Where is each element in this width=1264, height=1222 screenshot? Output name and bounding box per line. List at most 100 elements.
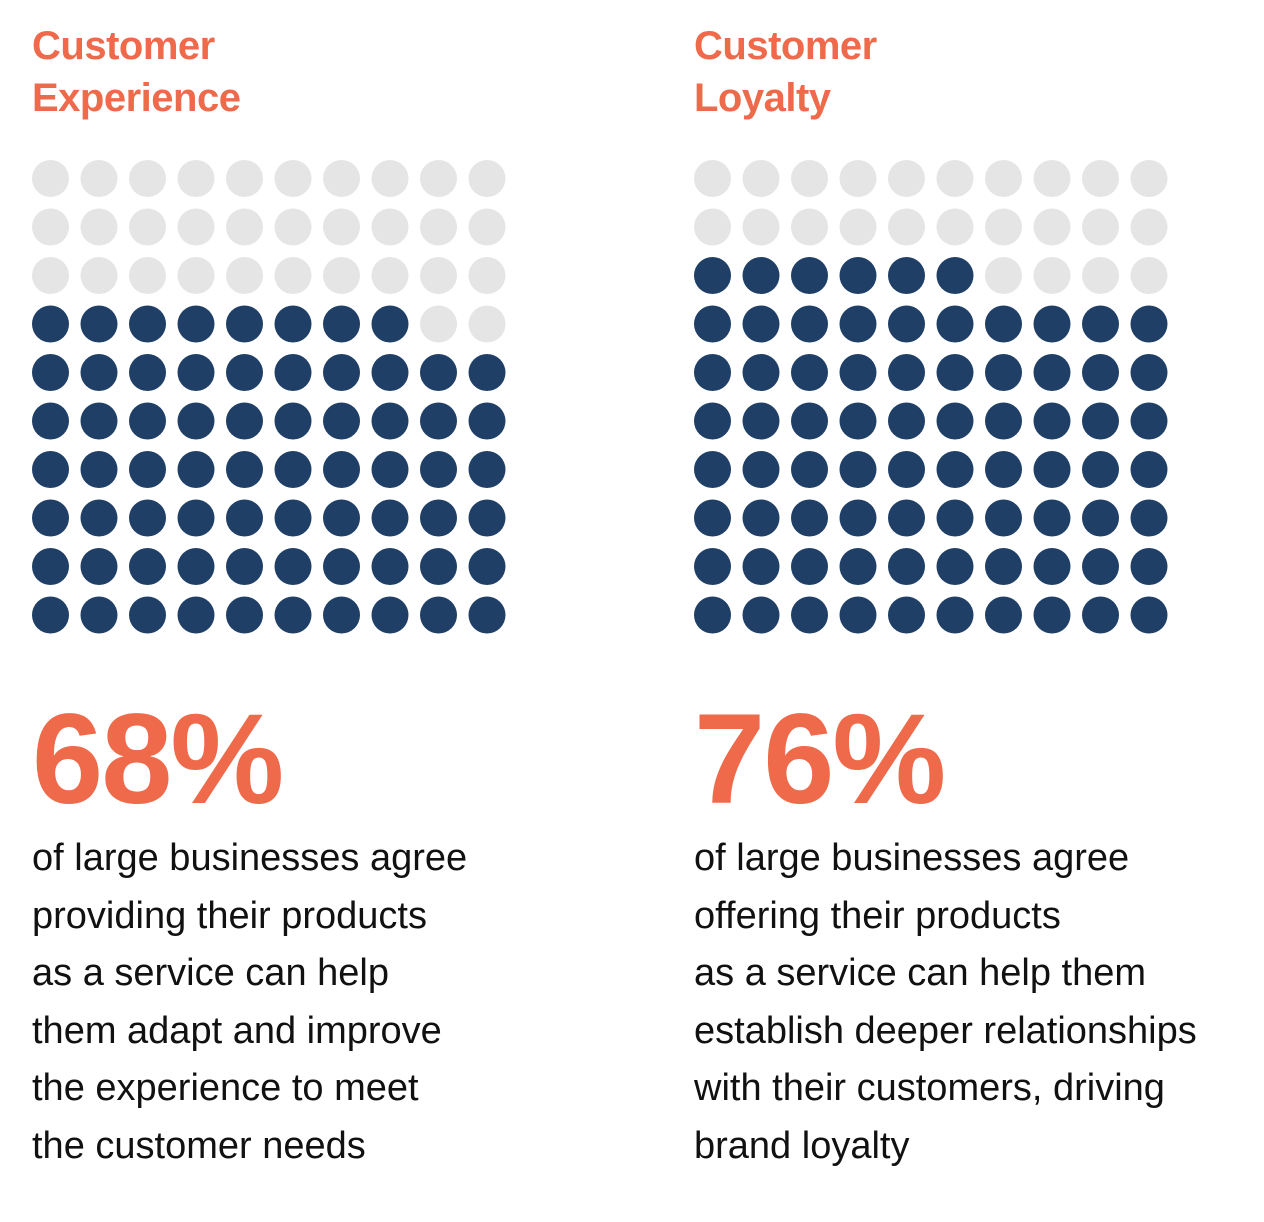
waffle-dot-filled	[323, 499, 360, 537]
waffle-dot-filled	[888, 354, 925, 391]
waffle-dot-empty	[1033, 208, 1071, 246]
waffle-dot-filled	[420, 596, 457, 634]
waffle-dot-filled	[226, 596, 263, 634]
waffle-dot-filled	[1033, 402, 1071, 440]
waffle-dot-empty	[791, 208, 828, 246]
waffle-dot-filled	[694, 596, 731, 634]
waffle-dot-filled	[1033, 354, 1071, 391]
waffle-dot-empty	[694, 208, 731, 246]
waffle-dot-empty	[839, 208, 877, 246]
waffle-dot-filled	[742, 354, 780, 391]
waffle-dot-filled	[274, 596, 312, 634]
waffle-dot-filled	[32, 451, 69, 488]
waffle-dot-filled	[177, 548, 215, 585]
waffle-dot-empty	[80, 208, 118, 246]
waffle-dot-filled	[839, 257, 877, 294]
description: of large businesses agree offering their…	[694, 830, 1264, 1175]
waffle-dot-empty	[791, 160, 828, 197]
panel-title: Customer Experience	[32, 20, 552, 124]
waffle-dot-filled	[1033, 499, 1071, 537]
waffle-dot-filled	[1082, 305, 1119, 343]
description-line: of large businesses agree	[694, 837, 1130, 879]
description-line: the customer needs	[32, 1124, 366, 1167]
waffle-dot-empty	[468, 257, 506, 294]
waffle-dot-filled	[420, 402, 457, 440]
waffle-dot-empty	[32, 208, 69, 246]
waffle-dot-filled	[32, 499, 69, 537]
waffle-dot-empty	[323, 257, 360, 294]
waffle-dot-filled	[226, 548, 263, 585]
waffle-dot-filled	[1033, 305, 1071, 343]
waffle-dot-empty	[323, 208, 360, 246]
waffle-dot-filled	[32, 305, 69, 343]
waffle-dot-empty	[742, 208, 780, 246]
waffle-dot-empty	[888, 160, 925, 197]
waffle-dot-filled	[791, 402, 828, 440]
waffle-dot-empty	[1082, 257, 1119, 294]
waffle-dot-filled	[371, 548, 409, 585]
waffle-dot-filled	[888, 451, 925, 488]
waffle-chart-loyalty	[694, 160, 1168, 634]
waffle-dot-filled	[694, 305, 731, 343]
waffle-dot-empty	[226, 160, 263, 197]
waffle-dot-filled	[1130, 402, 1168, 440]
waffle-dot-filled	[936, 499, 974, 537]
description-line: providing their products	[32, 894, 427, 937]
waffle-dot-filled	[936, 305, 974, 343]
waffle-dot-filled	[936, 402, 974, 440]
waffle-dot-empty	[129, 257, 166, 294]
waffle-dot-filled	[80, 451, 118, 488]
waffle-dot-filled	[274, 548, 312, 585]
waffle-dot-empty	[129, 208, 166, 246]
waffle-dot-filled	[32, 596, 69, 634]
waffle-dot-filled	[323, 548, 360, 585]
waffle-dot-filled	[1082, 596, 1119, 634]
waffle-dot-filled	[936, 354, 974, 391]
waffle-dot-empty	[177, 257, 215, 294]
waffle-dot-filled	[80, 548, 118, 585]
description-line: brand loyalty	[694, 1124, 910, 1167]
waffle-dot-filled	[791, 548, 828, 585]
description-line: of large businesses agree	[32, 837, 468, 879]
waffle-dot-filled	[420, 499, 457, 537]
waffle-dot-filled	[274, 305, 312, 343]
waffle-dot-filled	[791, 354, 828, 391]
waffle-dot-filled	[791, 257, 828, 294]
waffle-dot-filled	[1130, 548, 1168, 585]
waffle-dot-empty	[1082, 208, 1119, 246]
waffle-chart-experience	[32, 160, 506, 634]
title-line: Customer	[32, 24, 215, 68]
waffle-dot-filled	[936, 257, 974, 294]
waffle-dot-empty	[177, 160, 215, 197]
waffle-dot-filled	[742, 548, 780, 585]
waffle-dot-filled	[129, 451, 166, 488]
waffle-dot-empty	[129, 160, 166, 197]
waffle-dot-empty	[420, 257, 457, 294]
waffle-dot-filled	[274, 451, 312, 488]
waffle-dot-filled	[742, 596, 780, 634]
waffle-dot-filled	[936, 548, 974, 585]
waffle-dot-filled	[791, 499, 828, 537]
waffle-dot-empty	[420, 208, 457, 246]
waffle-dot-filled	[129, 305, 166, 343]
waffle-dot-filled	[791, 596, 828, 634]
waffle-dot-filled	[420, 548, 457, 585]
waffle-dot-filled	[694, 354, 731, 391]
waffle-dot-filled	[323, 354, 360, 391]
waffle-dot-filled	[80, 596, 118, 634]
waffle-dot-empty	[985, 208, 1022, 246]
waffle-dot-filled	[323, 451, 360, 488]
title-line: Loyalty	[694, 76, 831, 120]
waffle-dot-empty	[420, 160, 457, 197]
percentage-value: 76%	[694, 688, 946, 831]
waffle-dot-empty	[226, 257, 263, 294]
waffle-dot-filled	[839, 548, 877, 585]
waffle-dot-filled	[888, 548, 925, 585]
waffle-dot-empty	[371, 257, 409, 294]
waffle-dot-filled	[177, 499, 215, 537]
waffle-dot-filled	[80, 499, 118, 537]
description-line: them adapt and improve	[32, 1009, 442, 1052]
waffle-dot-filled	[371, 499, 409, 537]
waffle-dot-empty	[1033, 160, 1071, 197]
waffle-dot-filled	[468, 596, 506, 634]
